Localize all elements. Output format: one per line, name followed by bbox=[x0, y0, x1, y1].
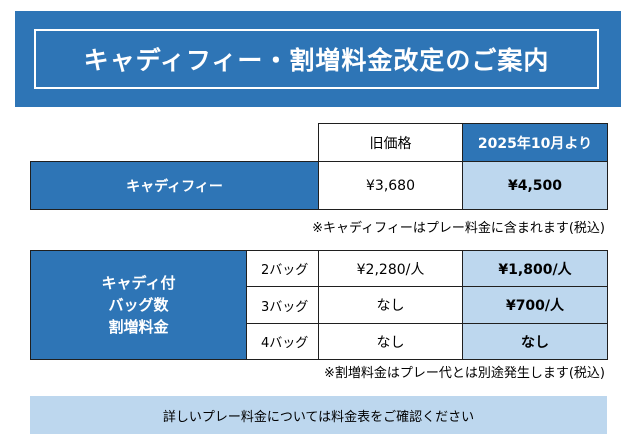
caddie-fee-new: ¥4,500 bbox=[462, 161, 608, 210]
footer-text: 詳しいプレー料金については料金表をご確認ください bbox=[162, 409, 475, 425]
surcharge-label: キャディ付 バッグ数 割増料金 bbox=[30, 250, 247, 360]
footer-info-box: 詳しいプレー料金については料金表をご確認ください bbox=[30, 396, 607, 434]
title-banner: キャディフィー・割増料金改定のご案内 bbox=[15, 11, 621, 107]
title-frame: キャディフィー・割増料金改定のご案内 bbox=[34, 29, 599, 89]
surcharge-label-line: 割増料金 bbox=[108, 318, 169, 336]
table-row: 3バッグ なし ¥700/人 bbox=[31, 286, 608, 324]
surcharge-old: ¥2,280/人 bbox=[318, 250, 463, 287]
surcharge-table: キャディ付 バッグ数 割増料金 2バッグ ¥2,280/人 ¥1,800/人 3… bbox=[30, 250, 608, 360]
surcharge-old: なし bbox=[318, 286, 463, 324]
caddie-fee-label: キャディフィー bbox=[30, 161, 319, 210]
surcharge-old: なし bbox=[318, 323, 463, 360]
header-old-price: 旧価格 bbox=[318, 123, 463, 162]
surcharge-label-line: バッグ数 bbox=[108, 296, 169, 314]
empty-header-cell bbox=[31, 124, 319, 162]
table-row: キャディ付 バッグ数 割増料金 2バッグ ¥2,280/人 ¥1,800/人 bbox=[30, 250, 608, 360]
bag-count: 3バッグ bbox=[246, 286, 319, 324]
surcharge-new: ¥1,800/人 bbox=[462, 250, 608, 287]
page-title: キャディフィー・割増料金改定のご案内 bbox=[83, 46, 550, 75]
caddie-fee-note: ※キャディフィーはプレー料金に含まれます(税込) bbox=[312, 221, 605, 236]
bag-count: 2バッグ bbox=[246, 250, 319, 287]
bag-count: 4バッグ bbox=[246, 323, 319, 360]
table-row: キャディフィー ¥3,680 ¥4,500 bbox=[30, 161, 608, 210]
header-new-price: 2025年10月より bbox=[462, 123, 608, 162]
caddie-fee-table: 旧価格 2025年10月より キャディフィー ¥3,680 ¥4,500 bbox=[30, 123, 608, 210]
surcharge-new: ¥700/人 bbox=[462, 286, 608, 324]
surcharge-new: なし bbox=[462, 323, 608, 360]
caddie-fee-old: ¥3,680 bbox=[318, 161, 463, 210]
surcharge-label-line: キャディ付 bbox=[101, 274, 176, 292]
table-row: 4バッグ なし なし bbox=[31, 323, 608, 360]
surcharge-note: ※割増料金はプレー代とは別途発生します(税込) bbox=[323, 366, 605, 381]
